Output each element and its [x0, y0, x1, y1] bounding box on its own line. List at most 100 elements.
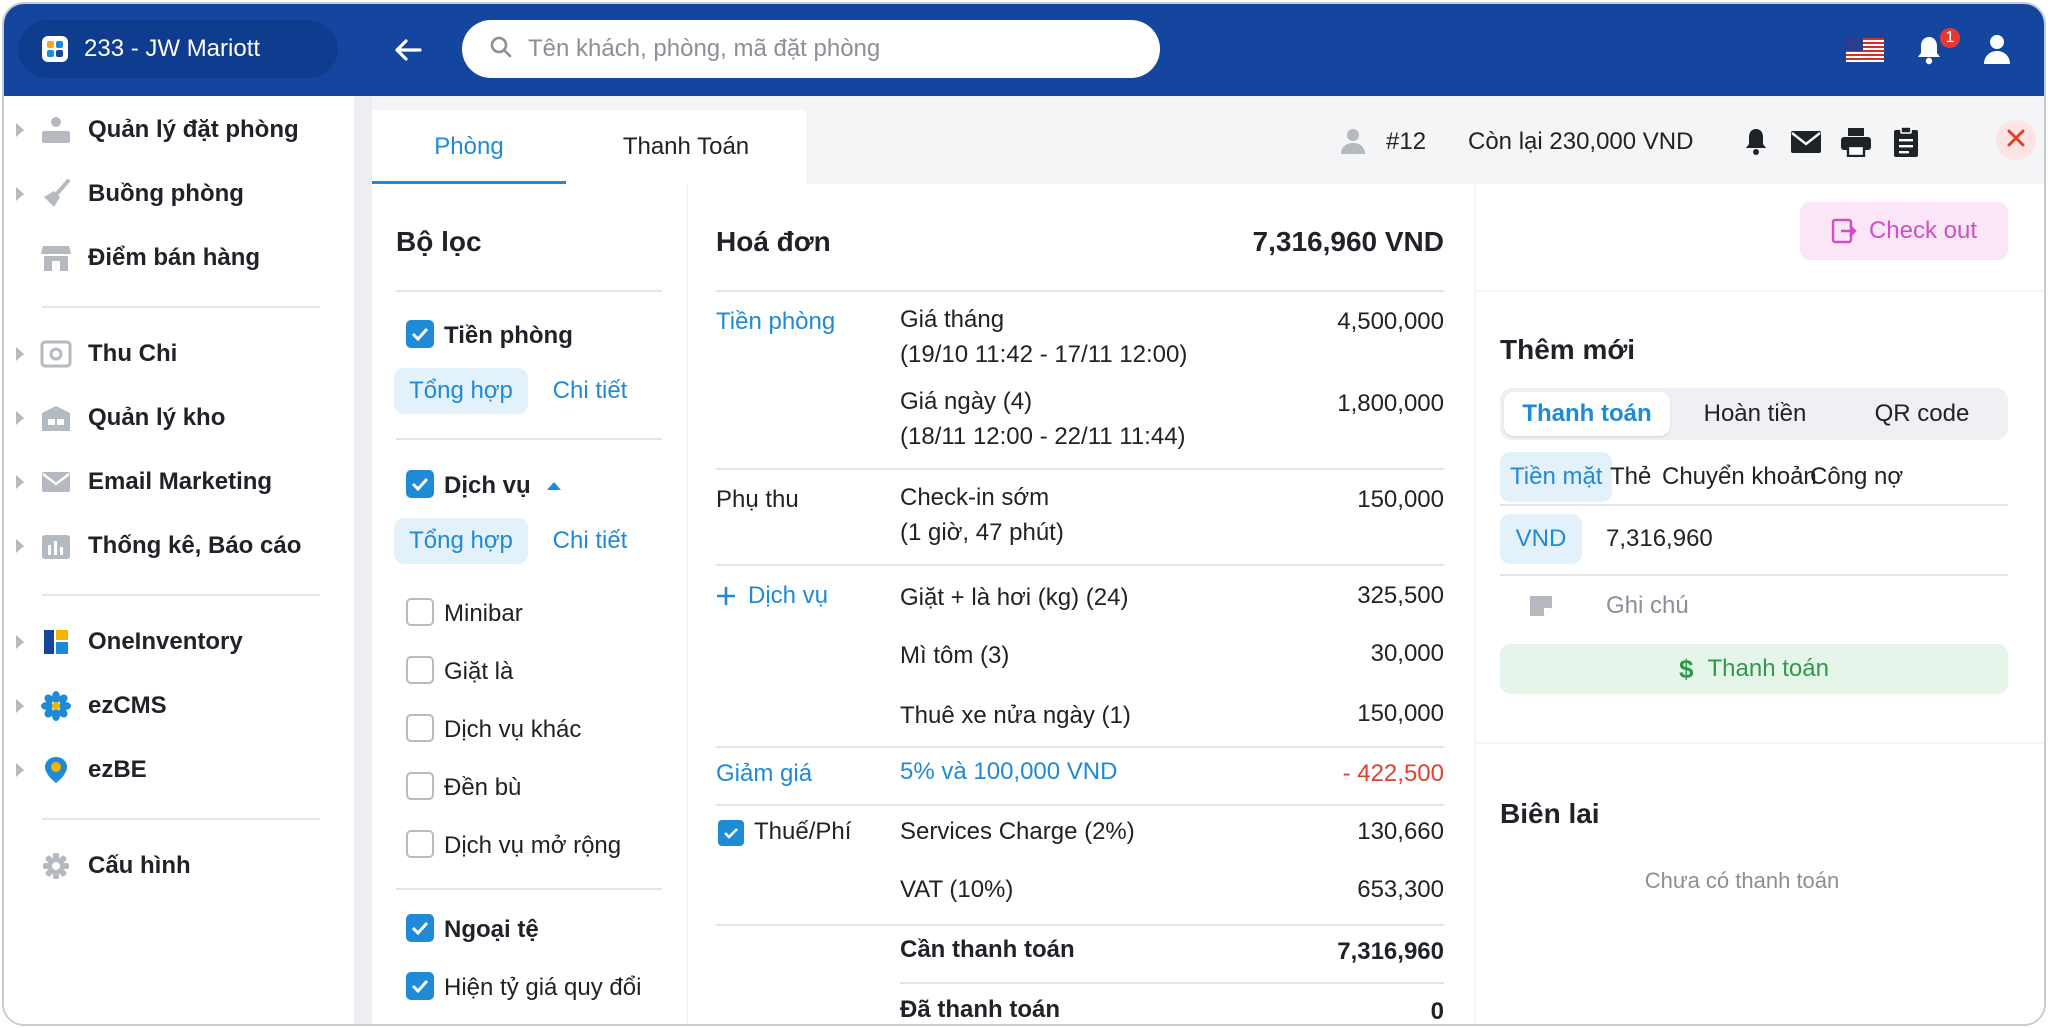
services-checkbox[interactable]: [406, 470, 434, 498]
minibar-checkbox[interactable]: [406, 598, 434, 626]
clipboard-icon[interactable]: [1886, 122, 1926, 162]
divider: [716, 564, 1444, 566]
method-cash[interactable]: Tiền mặt: [1500, 452, 1613, 502]
sidebar-item-oneinventory[interactable]: OneInventory: [4, 618, 354, 666]
receipt-empty-state: Chưa có thanh toán: [1644, 868, 1840, 893]
close-button[interactable]: [1996, 120, 2036, 160]
other-service-checkbox[interactable]: [406, 714, 434, 742]
room-fee-checkbox[interactable]: [406, 320, 434, 348]
compensation-label: Đền bù: [444, 774, 522, 801]
us-flag-icon[interactable]: [1846, 38, 1884, 62]
method-debt[interactable]: Công nợ: [1810, 463, 1904, 490]
amount-input[interactable]: [1606, 514, 1986, 564]
amount-due-label: Cần thanh toán: [900, 936, 1075, 963]
room-fee-section-label[interactable]: Tiền phòng: [716, 308, 836, 335]
extended-service-label: Dịch vụ mở rộng: [444, 832, 622, 859]
invoice-total: 7,316,960 VND: [1252, 226, 1444, 257]
sidebar-item-warehouse[interactable]: Quản lý kho: [4, 394, 354, 442]
add-service-button[interactable]: Dịch vụ: [716, 582, 828, 610]
checkout-panel: Check out: [1476, 184, 2044, 290]
line-subdesc: (18/11 12:00 - 22/11 11:44): [900, 423, 1186, 450]
expand-caret-icon[interactable]: [16, 187, 24, 201]
dollar-icon: $: [1679, 653, 1694, 684]
sidebar-divider: [42, 594, 320, 596]
line-subdesc: (19/10 11:42 - 17/11 12:00): [900, 341, 1188, 368]
room-detail-pill[interactable]: Chi tiết: [552, 377, 628, 404]
divider: [396, 888, 662, 890]
sidebar-item-housekeeping[interactable]: Buồng phòng: [4, 170, 354, 218]
show-rate-checkbox[interactable]: [406, 972, 434, 1000]
divider: [900, 982, 1444, 984]
notification-bell-icon[interactable]: [1914, 34, 1944, 71]
line-amount: 653,300: [1357, 876, 1444, 903]
user-icon[interactable]: [1982, 32, 2012, 71]
bell-icon[interactable]: [1736, 122, 1776, 162]
sidebar-item-ezcms[interactable]: ezCMS: [4, 682, 354, 730]
collapse-caret-icon[interactable]: [546, 478, 562, 496]
guest-number: #12: [1386, 128, 1427, 155]
filter-title: Bộ lọc: [396, 226, 482, 257]
pay-button[interactable]: $ Thanh toán: [1500, 644, 2008, 694]
tax-checkbox[interactable]: [718, 820, 744, 846]
sidebar-item-pos[interactable]: Điểm bán hàng: [4, 234, 354, 282]
amount-paid-value: 0: [1430, 998, 1444, 1025]
warehouse-icon: [40, 402, 72, 434]
add-service-label: Dịch vụ: [748, 582, 829, 609]
foreign-currency-label: Ngoại tệ: [444, 916, 539, 943]
note-input[interactable]: [1606, 586, 1986, 626]
line-desc: Mì tôm (3): [900, 642, 1010, 669]
back-arrow-icon[interactable]: [388, 30, 428, 70]
foreign-currency-checkbox[interactable]: [406, 914, 434, 942]
sidebar-item-booking[interactable]: Quản lý đặt phòng: [4, 106, 354, 154]
tab-bar: Phòng Thanh Toán: [372, 110, 806, 184]
line-amount: 150,000: [1357, 700, 1444, 727]
tab-payment[interactable]: Thanh Toán: [622, 133, 750, 160]
sidebar-item-label: Buồng phòng: [88, 180, 244, 207]
expand-caret-icon[interactable]: [16, 539, 24, 553]
mail-icon[interactable]: [1786, 122, 1826, 162]
segment-refund[interactable]: Hoàn tiền: [1703, 400, 1807, 427]
note-icon: [1528, 594, 1554, 623]
sidebar-item-finance[interactable]: Thu Chi: [4, 330, 354, 378]
expand-caret-icon[interactable]: [16, 475, 24, 489]
compensation-checkbox[interactable]: [406, 772, 434, 800]
amount-paid-label: Đã thanh toán: [900, 996, 1060, 1023]
extended-service-checkbox[interactable]: [406, 830, 434, 858]
print-icon[interactable]: [1836, 122, 1876, 162]
discount-desc[interactable]: 5% và 100,000 VND: [900, 758, 1118, 785]
sidebar-item-ezbe[interactable]: ezBE: [4, 746, 354, 794]
payment-type-segment: Thanh toán Hoàn tiền QR code: [1500, 388, 2008, 440]
receipt-title: Biên lai: [1500, 798, 1600, 829]
sidebar-item-email-marketing[interactable]: Email Marketing: [4, 458, 354, 506]
segment-payment[interactable]: Thanh toán: [1504, 392, 1670, 436]
services-detail-pill[interactable]: Chi tiết: [552, 527, 628, 554]
minibar-label: Minibar: [444, 600, 523, 627]
room-summary-pill[interactable]: Tổng hợp: [394, 368, 528, 414]
search-input[interactable]: [528, 35, 1128, 63]
expand-caret-icon[interactable]: [16, 347, 24, 361]
laundry-checkbox[interactable]: [406, 656, 434, 684]
expand-caret-icon[interactable]: [16, 763, 24, 777]
expand-caret-icon[interactable]: [16, 635, 24, 649]
room-fee-label: Tiền phòng: [444, 322, 573, 349]
tab-room[interactable]: Phòng: [372, 110, 566, 184]
checkout-button[interactable]: Check out: [1800, 202, 2008, 260]
expand-caret-icon[interactable]: [16, 411, 24, 425]
segment-qr-code[interactable]: QR code: [1874, 400, 1970, 427]
sidebar-item-reports[interactable]: Thống kê, Báo cáo: [4, 522, 354, 570]
expand-caret-icon[interactable]: [16, 123, 24, 137]
method-card[interactable]: Thẻ: [1610, 463, 1652, 490]
divider: [716, 924, 1444, 926]
discount-label[interactable]: Giảm giá: [716, 760, 813, 787]
search-bar[interactable]: [462, 20, 1160, 78]
expand-caret-icon[interactable]: [16, 699, 24, 713]
hotel-selector[interactable]: 233 - JW Mariott: [18, 20, 338, 78]
method-transfer[interactable]: Chuyển khoản: [1662, 463, 1817, 490]
sidebar-edge: [354, 96, 372, 1024]
services-summary-pill[interactable]: Tổng hợp: [394, 518, 528, 564]
sidebar-item-settings[interactable]: Cấu hình: [4, 842, 354, 890]
gear-icon: [40, 850, 72, 882]
currency-selector[interactable]: VND: [1500, 514, 1582, 564]
show-rate-label: Hiện tỷ giá quy đổi: [444, 974, 642, 1001]
line-subdesc: (1 giờ, 47 phút): [900, 519, 1064, 546]
